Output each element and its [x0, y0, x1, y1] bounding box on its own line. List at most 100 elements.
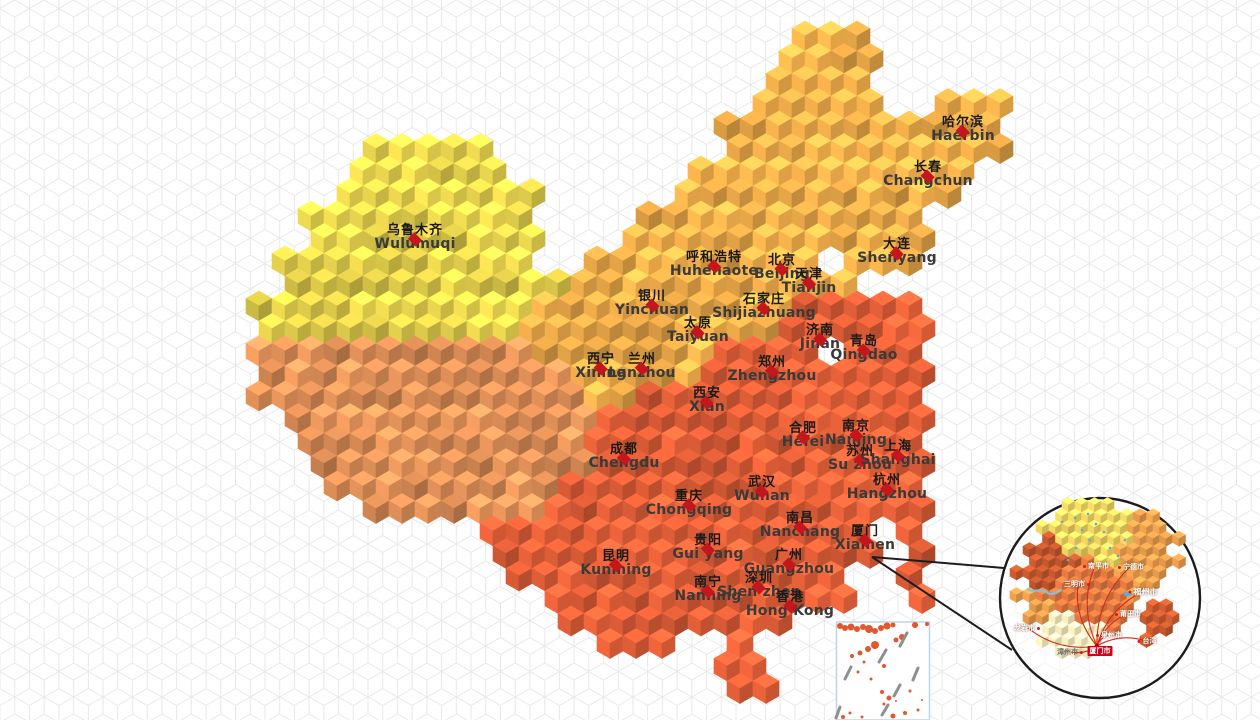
city-label-shijiazhuang[interactable]: 石家庄Shijiazhuang [712, 293, 816, 320]
inset-city-label[interactable]: 龙岩市 [1014, 623, 1042, 633]
nine-dash-line-segment [877, 648, 888, 664]
nine-dash-line-segment [843, 665, 853, 681]
flight-route-line [1076, 583, 1098, 647]
inset-city-label[interactable]: 南平市 [1081, 561, 1109, 571]
city-label-yinchuan[interactable]: 银川Yinchuan [615, 290, 689, 317]
city-name-zh: 大连 [882, 237, 911, 252]
hex-cube-tile [1152, 579, 1160, 592]
city-label-shen-zhen[interactable]: 深圳 Shen zhen [717, 572, 801, 599]
inset-city-label[interactable]: 台湾 [1136, 636, 1157, 646]
city-label-xian[interactable]: 西安Xian [689, 387, 725, 414]
island-dot [882, 664, 886, 668]
hex-cube-tile [1178, 556, 1186, 570]
city-label-haerbin[interactable]: 哈尔滨Haerbin [931, 116, 995, 143]
water-dot-icon [1080, 528, 1084, 532]
island-dot [854, 626, 860, 632]
city-label-wulumuqi[interactable]: 乌鲁木齐Wulumuqi [374, 224, 455, 251]
city-label-nanchang[interactable]: 南昌Nanchang [760, 512, 840, 539]
city-label-hefei[interactable]: 合肥Hefei [782, 422, 825, 449]
city-name-zh: 太原 [683, 316, 712, 331]
island-dot [880, 690, 884, 694]
city-name-zh: 厦门 [850, 524, 880, 539]
inset-hub-label-xiamen[interactable]: 厦门市 [1087, 646, 1113, 656]
city-name-zh: 南京 [841, 419, 870, 434]
nine-dash-line-segment [880, 703, 890, 717]
city-label-hong-kong[interactable]: 香港 Hong Kong [746, 591, 834, 618]
city-label-chongqing[interactable]: 重庆Chongqing [646, 490, 732, 517]
callout-line-top [871, 556, 1005, 569]
island-dot [841, 715, 845, 719]
city-label-huhehaote[interactable]: 呼和浩特Huhehaote [670, 251, 758, 278]
hex-cube-tile [531, 185, 546, 210]
island-dot [871, 641, 879, 649]
island-dot [878, 625, 884, 631]
city-label-beijing[interactable]: 北京Beijing [754, 254, 810, 281]
inset-city-dot-icon [1096, 633, 1099, 637]
inset-city-label[interactable]: 福州市 [1127, 587, 1158, 598]
island-dot [856, 670, 860, 674]
inset-city-dot-icon [1118, 565, 1121, 569]
city-name-zh: 广州 [774, 548, 803, 563]
city-label-guangzhou[interactable]: 广州Guangzhou [744, 549, 834, 576]
inset-city-label[interactable]: 漳州市 [1057, 647, 1085, 657]
nine-dash-line-segment [898, 631, 909, 648]
china-hex-map[interactable] [245, 20, 1014, 705]
city-name-zh: 昆明 [601, 549, 630, 564]
city-label-gui-yang[interactable]: 贵阳 Gui yang [672, 534, 743, 561]
city-name-zh: 呼和浩特 [685, 250, 743, 265]
inset-city-name: 南平市 [1088, 562, 1109, 570]
city-label-shanghai[interactable]: 上海Shanghai [860, 440, 935, 467]
inset-city-label[interactable]: 莆田市 [1113, 609, 1141, 619]
city-name-zh: 银川 [637, 289, 666, 304]
hex-cube-tile [921, 500, 936, 525]
hex-cube-tile [778, 612, 793, 637]
hex-cube-tile [869, 50, 884, 75]
inset-city-label[interactable]: 泉州市 [1094, 630, 1122, 640]
city-name-zh: 合肥 [788, 421, 818, 436]
water-dot-icon [1074, 546, 1078, 550]
flight-route-line [1086, 565, 1098, 647]
fujian-inset-map[interactable] [1009, 497, 1187, 660]
hex-cube-tile [999, 140, 1014, 165]
city-label-taiyuan[interactable]: 太原Taiyuan [667, 317, 729, 344]
hex-cube-tile [960, 162, 975, 187]
water-dot-icon [1102, 530, 1106, 534]
city-label-hangzhou[interactable]: 杭州Hangzhou [847, 474, 927, 501]
river-icon [1027, 588, 1062, 595]
city-label-xining[interactable]: 西宁Xining [575, 353, 627, 380]
city-label-su-zhou[interactable]: 苏州 Su zhou [828, 445, 892, 472]
city-name-zh: 南昌 [785, 511, 814, 526]
city-name-zh: 苏州 [845, 444, 874, 459]
island-dot [837, 623, 843, 629]
inset-city-label[interactable]: 三明市 [1064, 579, 1092, 589]
hex-cube-tile [999, 95, 1014, 120]
city-name-zh: 北京 [767, 253, 797, 268]
city-label-lanzhou[interactable]: 兰州Lanzhou [608, 353, 675, 380]
inset-city-label[interactable]: 宁德市 [1116, 562, 1144, 572]
island-dot [865, 646, 871, 652]
city-label-tianjin[interactable]: 天津Tianjin [782, 268, 837, 295]
city-label-changchun[interactable]: 长春Changchun [883, 161, 973, 188]
city-label-nanning[interactable]: 南宁Nanning [674, 576, 741, 603]
city-name-zh: 西安 [692, 386, 721, 401]
water-dot-icon [1088, 538, 1092, 542]
city-label-chengdu[interactable]: 成都Chengdu [588, 443, 659, 470]
island-dot [921, 699, 923, 701]
inset-city-dot-icon [1137, 639, 1141, 643]
city-label-nanjing[interactable]: 南京Nanjing [825, 420, 887, 447]
city-label-xiamen[interactable]: 厦门Xiamen [835, 525, 895, 552]
island-dot [886, 695, 892, 701]
city-label-kunming[interactable]: 昆明Kunming [580, 550, 651, 577]
water-dot-icon [1066, 558, 1070, 562]
hex-cube-tile [1165, 624, 1173, 637]
city-label-zhengzhou[interactable]: 郑州Zhengzhou [727, 356, 816, 383]
city-label-jinan[interactable]: 济南Jinan [800, 324, 840, 351]
nine-dash-line-segment [834, 705, 842, 720]
city-label-shenyang[interactable]: 大连Shenyang [857, 238, 937, 265]
island-dot [883, 622, 891, 630]
inset-city-name: 漳州市 [1057, 648, 1078, 656]
city-label-qingdao[interactable]: 青岛Qingdao [830, 335, 897, 362]
city-label-wuhan[interactable]: 武汉Wuhan [734, 476, 790, 503]
